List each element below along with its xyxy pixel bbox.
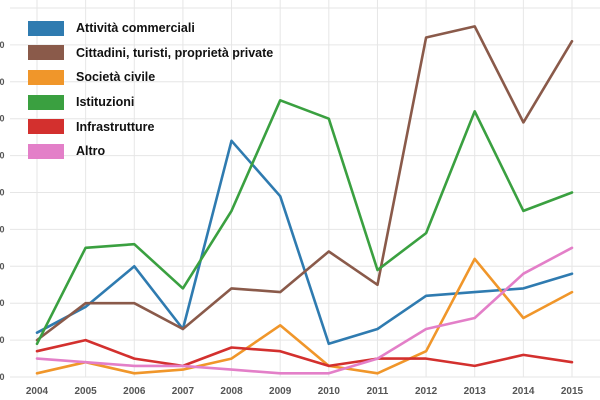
y-axis-tick-labels: 0 0 0 0 0 0 0 0 0 0 (0, 40, 5, 382)
legend-swatch (28, 69, 64, 85)
y-tick-label: 0 (0, 40, 5, 50)
legend-item: Società civile (28, 65, 273, 90)
x-tick-label: 2008 (220, 386, 243, 397)
legend-label: Istituzioni (76, 95, 135, 110)
y-tick-label: 0 (0, 298, 5, 308)
series-line-0 (35, 139, 574, 346)
x-axis-tick-labels: 2004 2005 2006 2007 2008 2009 2010 2011 2012 2013… (26, 386, 584, 397)
y-tick-label: 0 (0, 188, 5, 198)
x-tick-label: 2013 (464, 386, 487, 397)
legend-swatch (28, 20, 64, 36)
series-line-5 (35, 246, 574, 375)
legend-item: Altro (28, 139, 273, 164)
legend-item: Infrastrutture (28, 114, 273, 139)
legend-item: Cittadini, turisti, proprietà private (28, 41, 273, 66)
x-tick-label: 2014 (512, 386, 535, 397)
series-line-3 (35, 99, 574, 346)
x-tick-label: 2004 (26, 386, 49, 397)
legend-swatch (28, 119, 64, 135)
legend: Attività commerciali Cittadini, turisti, … (28, 16, 273, 164)
y-tick-label: 0 (0, 372, 5, 382)
series-lines (35, 25, 574, 375)
legend-label: Attività commerciali (76, 21, 195, 36)
legend-label: Infrastrutture (76, 119, 155, 134)
legend-label: Società civile (76, 70, 156, 85)
x-tick-label: 2005 (75, 386, 98, 397)
series-line-1 (35, 25, 574, 342)
x-tick-label: 2010 (318, 386, 341, 397)
x-tick-label: 2011 (367, 386, 389, 397)
y-tick-label: 0 (0, 77, 5, 87)
legend-item: Attività commerciali (28, 16, 273, 41)
x-tick-label: 2007 (172, 386, 195, 397)
x-tick-label: 2015 (561, 386, 584, 397)
series-line-2 (35, 257, 574, 375)
x-tick-label: 2009 (269, 386, 292, 397)
legend-swatch (28, 45, 64, 61)
legend-label: Cittadini, turisti, proprietà private (76, 45, 274, 60)
y-tick-label: 0 (0, 261, 5, 271)
x-tick-label: 2006 (123, 386, 146, 397)
y-tick-label: 0 (0, 114, 5, 124)
x-tick-label: 2012 (415, 386, 438, 397)
y-tick-label: 0 (0, 335, 5, 345)
legend-label: Altro (76, 144, 106, 159)
y-tick-label: 0 (0, 224, 5, 234)
legend-item: Istituzioni (28, 90, 273, 115)
series-line-4 (35, 338, 574, 368)
legend-swatch (28, 94, 64, 110)
y-tick-label: 0 (0, 151, 5, 161)
legend-swatch (28, 143, 64, 159)
